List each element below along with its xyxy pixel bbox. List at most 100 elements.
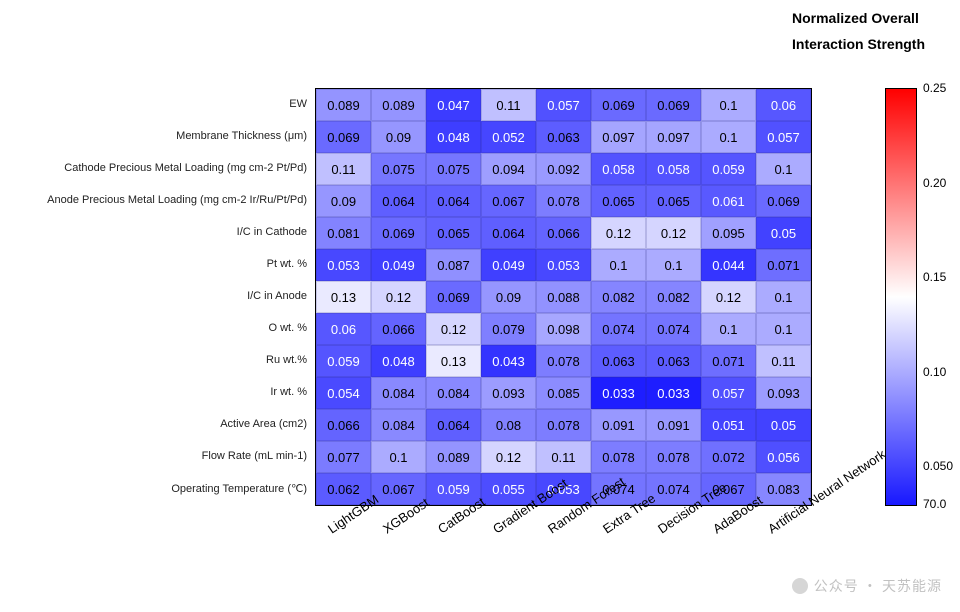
heatmap-cell: 0.09 bbox=[316, 185, 371, 217]
heatmap-cell: 0.052 bbox=[481, 121, 536, 153]
title-line2: Interaction Strength bbox=[792, 36, 925, 52]
y-axis-labels: EWMembrane Thickness (μm)Cathode Preciou… bbox=[0, 88, 313, 504]
heatmap-cell: 0.054 bbox=[316, 377, 371, 409]
heatmap-cell: 0.074 bbox=[646, 313, 701, 345]
heatmap-cell: 0.05 bbox=[756, 409, 811, 441]
y-axis-label: Ru wt.% bbox=[0, 344, 313, 376]
heatmap-cell: 0.098 bbox=[536, 313, 591, 345]
heatmap-cell: 0.095 bbox=[701, 217, 756, 249]
heatmap-cell: 0.078 bbox=[646, 441, 701, 473]
heatmap-cell: 0.06 bbox=[756, 89, 811, 121]
y-axis-label: O wt. % bbox=[0, 312, 313, 344]
watermark: 公众号 · 天苏能源 bbox=[792, 576, 942, 596]
heatmap-cell: 0.067 bbox=[481, 185, 536, 217]
heatmap-cell: 0.063 bbox=[591, 345, 646, 377]
heatmap-cell: 0.092 bbox=[536, 153, 591, 185]
colorbar-title: Normalized Overall Interaction Strength bbox=[792, 10, 925, 52]
heatmap-cell: 0.11 bbox=[316, 153, 371, 185]
heatmap-cell: 0.089 bbox=[316, 89, 371, 121]
y-axis-label: Cathode Precious Metal Loading (mg cm-2 … bbox=[0, 152, 313, 184]
heatmap-cell: 0.056 bbox=[756, 441, 811, 473]
heatmap-cell: 0.09 bbox=[371, 121, 426, 153]
heatmap-cell: 0.075 bbox=[371, 153, 426, 185]
heatmap-cell: 0.1 bbox=[646, 249, 701, 281]
heatmap-cell: 0.08 bbox=[481, 409, 536, 441]
y-axis-label: I/C in Anode bbox=[0, 280, 313, 312]
heatmap-cell: 0.085 bbox=[536, 377, 591, 409]
heatmap-cell: 0.064 bbox=[371, 185, 426, 217]
heatmap-cell: 0.12 bbox=[701, 281, 756, 313]
heatmap-cell: 0.063 bbox=[646, 345, 701, 377]
heatmap-cell: 0.09 bbox=[481, 281, 536, 313]
colorbar-tick-label: 0.15 bbox=[923, 270, 946, 284]
heatmap-cell: 0.051 bbox=[701, 409, 756, 441]
heatmap-cell: 0.057 bbox=[701, 377, 756, 409]
heatmap-cell: 0.094 bbox=[481, 153, 536, 185]
heatmap-cell: 0.069 bbox=[316, 121, 371, 153]
heatmap: 0.0890.0890.0470.110.0570.0690.0690.10.0… bbox=[315, 88, 812, 506]
colorbar-tick-label: 0.20 bbox=[923, 176, 946, 190]
heatmap-cell: 0.064 bbox=[426, 409, 481, 441]
heatmap-cell: 0.11 bbox=[756, 345, 811, 377]
heatmap-cell: 0.057 bbox=[536, 89, 591, 121]
heatmap-cell: 0.097 bbox=[591, 121, 646, 153]
figure: Normalized Overall Interaction Strength … bbox=[0, 0, 960, 612]
heatmap-cell: 0.1 bbox=[371, 441, 426, 473]
heatmap-cell: 0.074 bbox=[591, 313, 646, 345]
heatmap-cell: 0.059 bbox=[316, 345, 371, 377]
heatmap-cell: 0.049 bbox=[371, 249, 426, 281]
heatmap-cell: 0.082 bbox=[591, 281, 646, 313]
colorbar bbox=[885, 88, 917, 506]
heatmap-cell: 0.079 bbox=[481, 313, 536, 345]
heatmap-cell: 0.091 bbox=[646, 409, 701, 441]
heatmap-cell: 0.066 bbox=[316, 409, 371, 441]
heatmap-cell: 0.069 bbox=[371, 217, 426, 249]
heatmap-cell: 0.093 bbox=[481, 377, 536, 409]
heatmap-cell: 0.05 bbox=[756, 217, 811, 249]
heatmap-cell: 0.071 bbox=[701, 345, 756, 377]
heatmap-cell: 0.059 bbox=[701, 153, 756, 185]
y-axis-label: Anode Precious Metal Loading (mg cm-2 Ir… bbox=[0, 184, 313, 216]
heatmap-cell: 0.087 bbox=[426, 249, 481, 281]
colorbar-tick-label: 0.25 bbox=[923, 81, 946, 95]
heatmap-cell: 0.077 bbox=[316, 441, 371, 473]
heatmap-cell: 0.069 bbox=[646, 89, 701, 121]
heatmap-cell: 0.069 bbox=[756, 185, 811, 217]
y-axis-label: Flow Rate (mL min-1) bbox=[0, 440, 313, 472]
heatmap-cell: 0.057 bbox=[756, 121, 811, 153]
heatmap-cell: 0.11 bbox=[481, 89, 536, 121]
heatmap-cell: 0.047 bbox=[426, 89, 481, 121]
heatmap-cell: 0.11 bbox=[536, 441, 591, 473]
heatmap-cell: 0.12 bbox=[481, 441, 536, 473]
y-axis-label: Membrane Thickness (μm) bbox=[0, 120, 313, 152]
heatmap-cell: 0.12 bbox=[426, 313, 481, 345]
y-axis-label: Operating Temperature (℃) bbox=[0, 472, 313, 504]
y-axis-label: Ir wt. % bbox=[0, 376, 313, 408]
heatmap-cell: 0.075 bbox=[426, 153, 481, 185]
heatmap-cell: 0.13 bbox=[426, 345, 481, 377]
heatmap-cell: 0.061 bbox=[701, 185, 756, 217]
wechat-icon bbox=[792, 578, 808, 594]
heatmap-cell: 0.058 bbox=[591, 153, 646, 185]
y-axis-label: Pt wt. % bbox=[0, 248, 313, 280]
heatmap-cell: 0.078 bbox=[536, 409, 591, 441]
heatmap-cell: 0.1 bbox=[701, 313, 756, 345]
heatmap-cell: 0.13 bbox=[316, 281, 371, 313]
colorbar-tick-label: 0.10 bbox=[923, 365, 946, 379]
heatmap-cell: 0.033 bbox=[591, 377, 646, 409]
heatmap-cell: 0.1 bbox=[591, 249, 646, 281]
y-axis-label: EW bbox=[0, 88, 313, 120]
heatmap-cell: 0.089 bbox=[426, 441, 481, 473]
heatmap-cell: 0.072 bbox=[701, 441, 756, 473]
heatmap-cell: 0.12 bbox=[591, 217, 646, 249]
heatmap-cell: 0.078 bbox=[536, 185, 591, 217]
heatmap-cell: 0.084 bbox=[371, 377, 426, 409]
colorbar-tick-label: 0.050 bbox=[923, 459, 953, 473]
heatmap-cell: 0.066 bbox=[371, 313, 426, 345]
heatmap-cell: 0.082 bbox=[646, 281, 701, 313]
heatmap-cell: 0.12 bbox=[371, 281, 426, 313]
heatmap-cell: 0.053 bbox=[536, 249, 591, 281]
x-axis-labels: LightGBMXGBoostCatBoostGradient BoostRan… bbox=[315, 510, 810, 610]
heatmap-cell: 0.081 bbox=[316, 217, 371, 249]
heatmap-cell: 0.064 bbox=[426, 185, 481, 217]
